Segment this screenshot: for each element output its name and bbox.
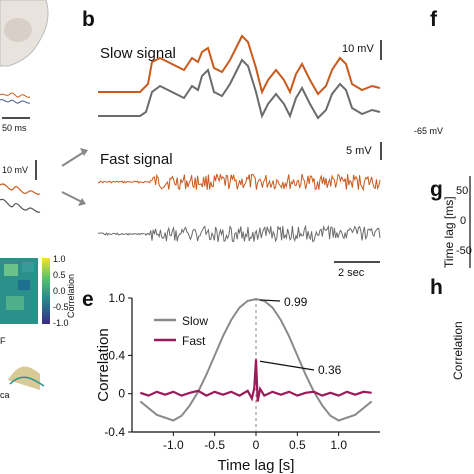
correlation-chart: 1.0 0.4 0 -0.4 -1.0 -0.5 0 0.5 1.0 Time lag [s] Co… bbox=[95, 291, 380, 474]
fast-signal-title: Fast signal bbox=[100, 151, 173, 168]
y-tick-label: 1.0 bbox=[108, 291, 125, 305]
legend-label: Fast bbox=[182, 334, 206, 348]
slow-signal-orange-trace bbox=[98, 34, 381, 96]
left-small-traces bbox=[0, 92, 31, 104]
left-traces-pair bbox=[0, 183, 41, 213]
panel-letter-g: g bbox=[430, 178, 443, 201]
y-tick-label: 0.4 bbox=[108, 348, 125, 362]
h-axis-label: Correlation bbox=[451, 321, 465, 380]
slow-scale-label: 10 mV bbox=[342, 43, 374, 55]
annotation-arrow-fast bbox=[259, 360, 315, 371]
voltage-label: -65 mV bbox=[414, 126, 443, 136]
annotation-fast-peak: 0.36 bbox=[318, 363, 342, 377]
panel-letter-f: f bbox=[430, 8, 438, 31]
scale-50ms-label: 50 ms bbox=[2, 123, 27, 133]
left-label-ca: ca bbox=[0, 390, 10, 400]
left-density-plot bbox=[8, 366, 45, 390]
colorbar-tick: -0.5 bbox=[53, 302, 69, 312]
panel-e: e 1.0 0.4 0 -0.4 -1.0 -0.5 0 0.5 1.0 Time lag [s]… bbox=[82, 288, 380, 474]
annotation-arrow-slow bbox=[259, 299, 281, 302]
colorbar-label: Correlation bbox=[66, 274, 76, 318]
x-tick-label: -0.5 bbox=[204, 438, 225, 452]
fast-signal-gray-trace bbox=[98, 224, 381, 243]
fast-signal-orange-trace bbox=[98, 173, 381, 192]
g-axis-label: Time lag [ms] bbox=[442, 196, 456, 268]
panel-letter-e: e bbox=[82, 288, 94, 311]
legend-label: Slow bbox=[182, 314, 208, 328]
colorbar-tick: 0.5 bbox=[53, 270, 66, 280]
x-tick-label: -1.0 bbox=[163, 438, 184, 452]
colorbar-tick: 1.0 bbox=[53, 254, 66, 264]
annotation-slow-peak: 0.99 bbox=[284, 295, 308, 309]
panel-b: b Slow signal 10 mV Fast signal 5 mV 2 s… bbox=[82, 8, 382, 279]
x-axis-label: Time lag [s] bbox=[218, 457, 295, 474]
slow-signal-title: Slow signal bbox=[100, 45, 176, 62]
g-tick: 50 bbox=[456, 185, 468, 197]
right-strip: f -65 mV g Time lag [ms] 50 0 -50 h Corr… bbox=[414, 8, 472, 380]
g-tick: 0 bbox=[460, 215, 466, 227]
y-tick-label: 0 bbox=[118, 387, 125, 401]
g-tick: -50 bbox=[456, 245, 472, 257]
y-tick-label: -0.4 bbox=[104, 425, 125, 439]
left-strip: 50 ms 10 mV 1.0 0.5 bbox=[0, 0, 76, 400]
left-to-b-arrows bbox=[61, 148, 88, 206]
fast-scale-label: 5 mV bbox=[346, 145, 372, 157]
series-line-fast bbox=[139, 359, 372, 402]
panel-letter-h: h bbox=[430, 276, 443, 299]
x-tick-label: 0 bbox=[253, 438, 260, 452]
series-line-slow bbox=[139, 297, 373, 422]
correlation-heatmap bbox=[0, 258, 38, 324]
x-tick-label: 0.5 bbox=[289, 438, 306, 452]
left-label-f: F bbox=[0, 336, 6, 346]
brain-region bbox=[4, 18, 32, 42]
scale-10mv-left-label: 10 mV bbox=[2, 165, 28, 175]
y-axis-label: Correlation bbox=[95, 328, 112, 401]
colorbar-tick: 0.0 bbox=[53, 286, 66, 296]
panel-letter-b: b bbox=[82, 8, 95, 31]
slow-signal-gray-trace bbox=[98, 58, 381, 120]
time-scale-label: 2 sec bbox=[338, 267, 365, 279]
colorbar bbox=[42, 258, 50, 324]
x-tick-label: 1.0 bbox=[330, 438, 347, 452]
colorbar-tick: -1.0 bbox=[53, 318, 69, 328]
